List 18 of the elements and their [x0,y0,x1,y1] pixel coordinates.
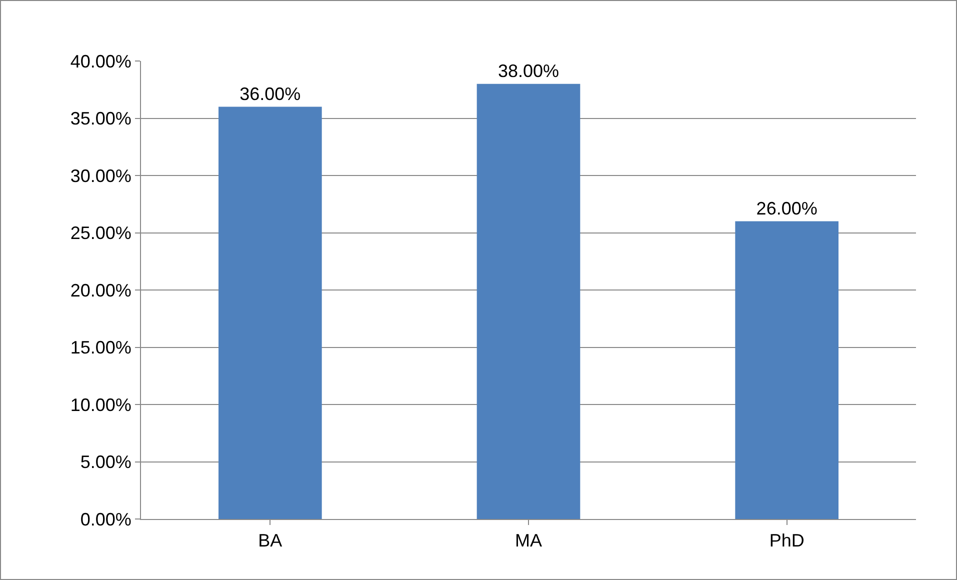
data-label: 26.00% [756,198,818,218]
bar [735,221,838,519]
y-tick-label: 5.00% [80,452,132,472]
bar [218,106,322,519]
data-label: 36.00% [240,84,301,104]
y-tick-label: 20.00% [70,280,132,300]
x-tick-label: PhD [769,530,804,551]
y-tick-label: 10.00% [70,394,132,415]
y-tick-label: 15.00% [70,338,132,358]
y-tick-label: 40.00% [70,51,132,72]
x-tick-label: BA [258,530,282,551]
x-tick-label: MA [515,530,542,551]
bar [476,84,580,519]
y-tick-label: 25.00% [70,223,132,244]
y-tick-label: 0.00% [80,509,132,530]
y-tick-label: 30.00% [70,166,132,186]
data-label: 38.00% [498,60,560,81]
y-tick-label: 35.00% [70,108,132,129]
